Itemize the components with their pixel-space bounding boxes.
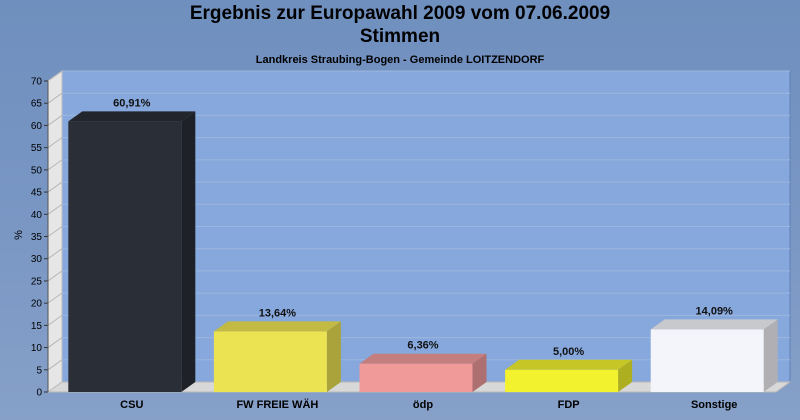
bar-side — [326, 321, 341, 392]
y-tick-label: 30 — [31, 254, 43, 265]
y-axis-label: % — [13, 230, 25, 240]
bar — [359, 363, 473, 392]
y-tick-label: 40 — [31, 210, 43, 221]
y-axis-ticks: 0 5 10 15 20 25 30 35 40 45 50 55 60 65 70 — [31, 77, 49, 399]
gridline-side — [47, 314, 63, 326]
gridline-side — [47, 337, 63, 348]
gridline-side — [47, 159, 63, 171]
bar-side — [618, 359, 633, 392]
bars: 60,91% 13,64% 6,36% 5,00% 14,09% — [68, 97, 778, 393]
y-tick-label: 50 — [31, 165, 43, 176]
x-category-label: FW FREIE WÄH — [236, 398, 318, 411]
gridline-side — [47, 203, 63, 215]
y-tick-label: 65 — [31, 99, 43, 110]
bar-side — [763, 319, 778, 392]
y-tick-label: 70 — [31, 77, 43, 88]
bar — [213, 331, 327, 392]
x-category-label: CSU — [120, 399, 143, 411]
chart-subtitle: Landkreis Straubing-Bogen - Gemeinde LOI… — [255, 54, 545, 66]
bar — [505, 369, 619, 392]
data-label: 14,09% — [696, 305, 734, 317]
bar-top — [213, 321, 341, 332]
gridline-side — [47, 270, 63, 282]
y-tick-label: 35 — [31, 232, 43, 243]
bar — [650, 329, 764, 392]
x-category-label: Sonstige — [691, 399, 737, 411]
bar-top — [68, 111, 196, 122]
y-tick-label: 10 — [31, 343, 43, 354]
y-tick-label: 20 — [31, 299, 43, 310]
y-tick-label: 5 — [36, 365, 42, 376]
gridline-side — [47, 359, 63, 371]
y-tick-label: 0 — [36, 388, 42, 399]
data-label: 5,00% — [553, 346, 584, 358]
x-axis-categories: CSU FW FREIE WÄH ödp FDP Sonstige — [120, 398, 737, 411]
gridline-side — [47, 226, 63, 237]
data-label: 6,36% — [407, 340, 438, 352]
x-category-label: FDP — [558, 399, 580, 411]
gridline-side — [47, 248, 63, 260]
bar-top — [505, 359, 633, 370]
bar-side — [472, 353, 487, 392]
chart-title: Ergebnis zur Europawahl 2009 vom 07.06.2… — [189, 3, 611, 24]
bar — [68, 121, 182, 393]
y-tick-label: 60 — [31, 121, 43, 132]
chart-title-line2: Stimmen — [359, 26, 441, 47]
data-label: 60,91% — [113, 97, 151, 109]
y-tick-label: 55 — [31, 143, 43, 154]
gridline-side — [47, 137, 63, 149]
y-tick-label: 45 — [31, 188, 43, 199]
gridline-side — [47, 70, 63, 82]
y-tick-label: 15 — [31, 321, 43, 332]
data-label: 13,64% — [259, 307, 297, 319]
gridline-side — [47, 292, 63, 304]
gridline-side — [47, 115, 63, 126]
bar-top — [359, 353, 487, 364]
bar-side — [181, 111, 196, 393]
x-category-label: ödp — [413, 399, 433, 411]
gridline-side — [47, 181, 63, 193]
gridline-side — [47, 92, 63, 104]
bar-top — [650, 319, 778, 330]
y-tick-label: 25 — [31, 276, 43, 287]
